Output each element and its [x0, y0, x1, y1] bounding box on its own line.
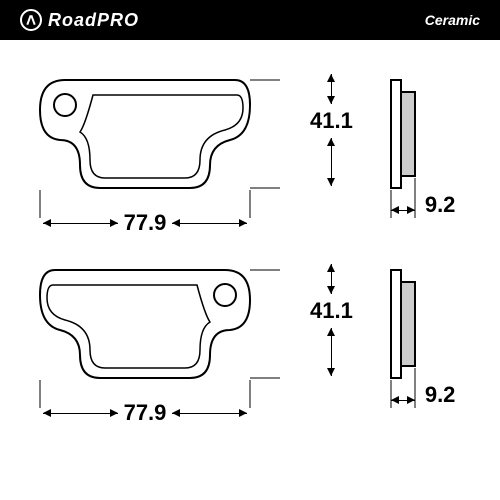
pad-side-svg-top [383, 70, 428, 220]
product-type: Ceramic [425, 12, 480, 28]
logo-icon [20, 9, 42, 31]
pad-front-top: 77.9 [25, 70, 280, 225]
height-dim-bottom: 41.1 [310, 264, 353, 382]
thickness-label-bottom: 9.2 [425, 382, 456, 408]
height-label-top: 41.1 [310, 104, 353, 138]
width-label-bottom: 77.9 [118, 400, 173, 426]
pad-front-svg-top [25, 70, 280, 220]
thickness-dim-bottom [391, 400, 415, 401]
thickness-label-top: 9.2 [425, 192, 456, 218]
width-dim-bottom: 77.9 [40, 400, 250, 426]
brand-text: RoadPRO [48, 10, 139, 31]
pad-row-bottom: 77.9 41.1 9.2 [25, 260, 475, 415]
pad-front-bottom: 77.9 [25, 260, 280, 415]
brand: RoadPRO [20, 9, 139, 31]
width-dim-top: 77.9 [40, 210, 250, 236]
width-label-top: 77.9 [118, 210, 173, 236]
height-label-bottom: 41.1 [310, 294, 353, 328]
pad-side-top: 9.2 [383, 70, 473, 225]
pad-front-svg-bottom [25, 260, 280, 410]
height-dim-top: 41.1 [310, 74, 353, 192]
pad-row-top: 77.9 41.1 9.2 [25, 70, 475, 225]
thickness-dim-top [391, 210, 415, 211]
header: RoadPRO Ceramic [0, 0, 500, 40]
diagram-area: 77.9 41.1 9.2 [0, 40, 500, 470]
pad-side-bottom: 9.2 [383, 260, 473, 415]
pad-side-svg-bottom [383, 260, 428, 410]
